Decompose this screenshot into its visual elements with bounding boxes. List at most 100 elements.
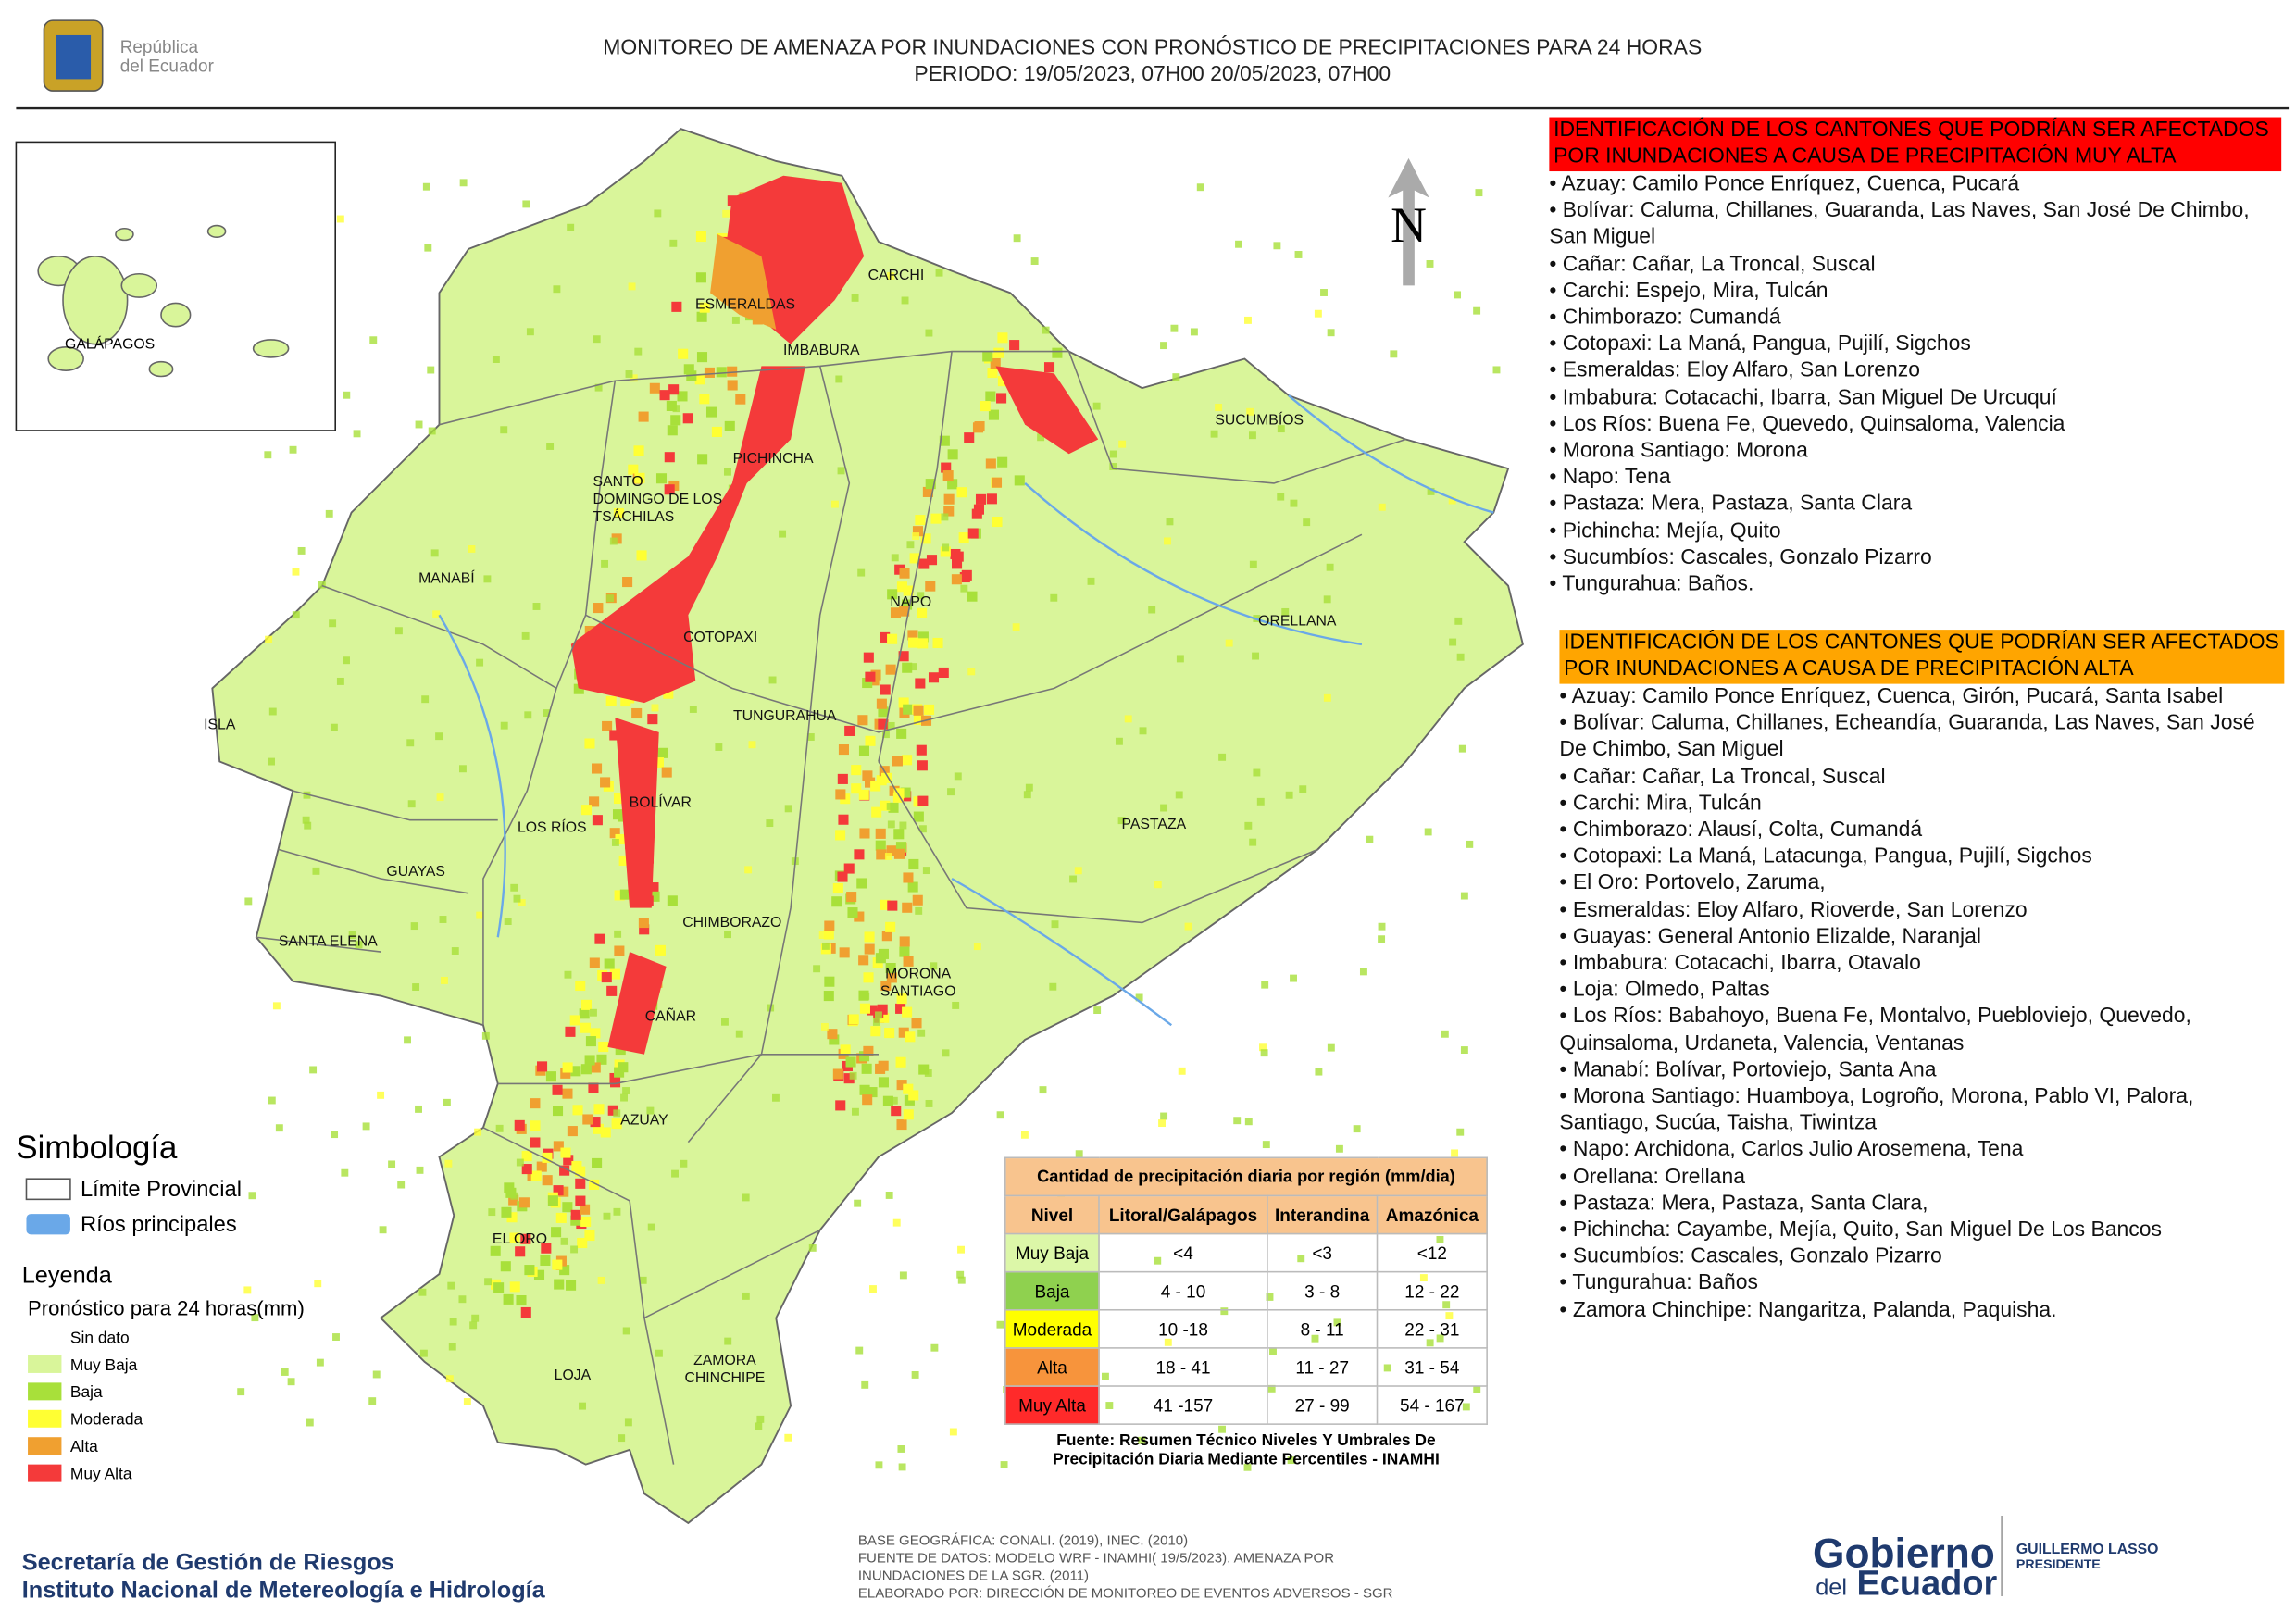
rain-cell	[845, 1056, 856, 1068]
table-cell: 27 - 99	[1266, 1385, 1379, 1425]
rain-cell	[960, 584, 968, 593]
table-cell: 10 -18	[1098, 1308, 1268, 1349]
rain-cell	[835, 1100, 846, 1111]
panel-item: • Chimborazo: Alausí, Colta, Cumandá	[1559, 818, 1923, 843]
rain-cell	[820, 1022, 829, 1031]
rain-cell	[887, 272, 895, 280]
table: Cantidad de precipitación diaria por reg…	[1004, 1156, 1488, 1425]
rain-cell	[268, 757, 275, 766]
rain-cell	[553, 285, 561, 294]
rain-cell	[870, 669, 881, 681]
province-label: EL ORO	[493, 1231, 547, 1247]
rain-cell	[901, 599, 913, 610]
rain-cell	[447, 1281, 455, 1290]
table-title: Cantidad de precipitación diaria por reg…	[1004, 1156, 1488, 1197]
rain-cell	[516, 1295, 527, 1306]
rain-cell	[590, 1028, 601, 1039]
rain-cell	[899, 821, 907, 830]
rain-cell	[925, 1099, 933, 1107]
rain-cell	[731, 316, 740, 324]
rain-cell	[609, 1072, 620, 1084]
rain-cell	[520, 1306, 531, 1318]
rain-cell	[424, 244, 432, 252]
rain-cell	[649, 891, 660, 902]
table-cell: 3 - 8	[1266, 1270, 1379, 1311]
rain-cell	[622, 1327, 630, 1335]
rain-cell	[394, 627, 403, 635]
rain-cell	[580, 1204, 591, 1215]
rain-cell	[898, 1027, 909, 1038]
panel-heading: IDENTIFICACIÓN DE LOS CANTONES QUE PODRÍ…	[1549, 117, 2282, 172]
rain-cell	[947, 788, 955, 796]
rain-cell	[510, 1192, 518, 1200]
rain-cell	[939, 435, 950, 446]
rain-cell	[348, 931, 356, 939]
rain-cell	[503, 1293, 514, 1305]
rain-cell	[619, 889, 630, 900]
rain-cell	[830, 500, 839, 508]
rain-cell	[297, 546, 306, 555]
rain-cell	[406, 739, 415, 747]
rain-cell	[871, 806, 882, 818]
agency-name: Secretaría de Gestión de Riesgos	[22, 1550, 394, 1576]
rain-cell	[518, 899, 526, 906]
rain-cell	[844, 725, 855, 736]
rain-cell	[942, 470, 954, 481]
rain-cell	[943, 506, 955, 517]
logo-text: del Ecuador	[120, 56, 214, 76]
panel-item: • Pastaza: Mera, Pastaza, Santa Clara,	[1559, 1192, 1928, 1216]
rain-cell	[903, 1109, 914, 1120]
rain-cell	[609, 828, 620, 839]
rain-cell	[727, 380, 738, 391]
rain-cell	[504, 918, 512, 925]
rain-cell	[858, 745, 870, 756]
rain-cell	[1175, 791, 1183, 799]
rain-cell	[1366, 835, 1374, 843]
rain-cell	[1020, 1131, 1029, 1139]
rain-cell	[952, 558, 963, 569]
rain-cell	[636, 550, 647, 561]
rain-cell	[514, 1119, 525, 1131]
rain-cell	[651, 704, 659, 712]
rain-cell	[848, 1014, 859, 1025]
rain-cell	[474, 1128, 482, 1136]
rain-cell	[1118, 440, 1127, 448]
rain-cell	[878, 706, 889, 718]
rain-cell	[302, 816, 310, 824]
rain-cell	[530, 1120, 541, 1131]
province-label: CHIMBORAZO	[682, 915, 781, 931]
rain-cell	[451, 947, 459, 955]
rain-cell	[500, 1261, 511, 1272]
rain-cell	[1087, 577, 1095, 585]
rain-cell	[481, 1031, 490, 1040]
rain-cell	[912, 526, 923, 537]
rain-cell	[316, 1358, 324, 1367]
table-cell: 4 - 10	[1098, 1270, 1268, 1311]
province-label: CHINCHIPE	[684, 1370, 765, 1386]
table-cell: 11 - 27	[1266, 1347, 1379, 1387]
rain-cell	[625, 370, 633, 378]
rain-cell	[609, 730, 620, 741]
panel-item: • Azuay: Camilo Ponce Enríquez, Cuenca, …	[1559, 685, 2224, 709]
rain-cell	[275, 1124, 283, 1132]
rain-cell	[492, 356, 500, 363]
rain-cell	[913, 705, 924, 716]
rain-cell	[1093, 1006, 1102, 1015]
rain-cell	[524, 1265, 535, 1276]
rain-cell	[908, 858, 919, 869]
legend-label: Moderada	[70, 1410, 144, 1429]
rain-cell	[854, 849, 865, 860]
rain-cell	[887, 633, 898, 644]
rain-cell	[459, 765, 467, 773]
rain-cell	[891, 1106, 902, 1117]
table-header: Litoral/Galápagos	[1098, 1194, 1268, 1235]
rain-cell	[898, 651, 909, 662]
rain-cell	[768, 676, 777, 684]
gov-logo: Ecuador	[1857, 1564, 1998, 1603]
rain-cell	[917, 795, 929, 806]
rain-cell	[571, 1160, 582, 1172]
panel-item: • Bolívar: Caluma, Chillanes, Guaranda, …	[1549, 199, 2250, 250]
rain-cell	[671, 1169, 679, 1178]
